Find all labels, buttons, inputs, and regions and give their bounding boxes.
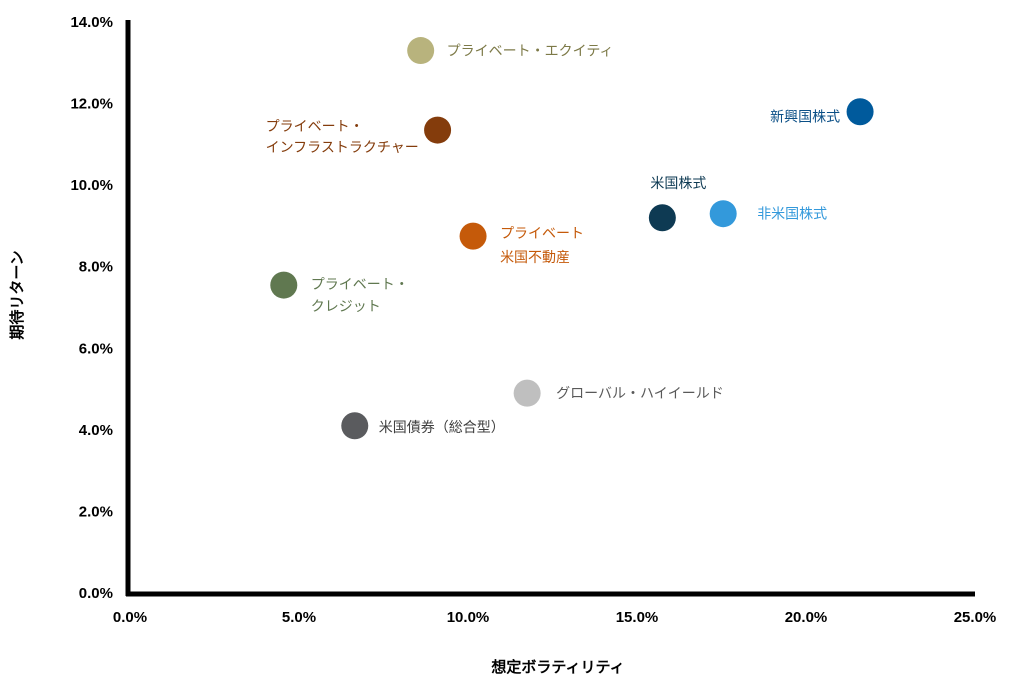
- y-axis-title: 期待リターン: [8, 250, 26, 339]
- data-point-label: プライベート: [500, 226, 584, 242]
- data-point-label: 非米国株式: [757, 207, 827, 223]
- data-point: [270, 271, 298, 299]
- data-point-label: 米国債券（総合型）: [379, 420, 505, 436]
- data-point: [341, 412, 369, 440]
- data-point: [513, 379, 541, 407]
- x-tick-label: 0.0%: [113, 609, 147, 626]
- data-point-group: プライベート・クレジット: [270, 271, 409, 315]
- x-axis-ticks: 0.0% 5.0% 10.0% 15.0% 20.0% 25.0%: [113, 609, 996, 626]
- data-point-group: 非米国株式: [709, 200, 827, 228]
- x-tick-label: 5.0%: [282, 609, 316, 626]
- data-point-label: インフラストラクチャー: [266, 140, 419, 156]
- x-tick-label: 20.0%: [785, 609, 828, 626]
- y-tick-label: 2.0%: [79, 503, 113, 520]
- data-point-label: プライベート・: [266, 119, 364, 135]
- data-points: プライベート・エクイティ新興国株式プライベート・インフラストラクチャー米国株式非…: [266, 37, 874, 440]
- y-axis-ticks: 0.0% 2.0% 4.0% 6.0% 8.0% 10.0% 12.0% 14.0%: [70, 14, 113, 602]
- y-tick-label: 10.0%: [70, 177, 113, 194]
- y-tick-label: 0.0%: [79, 585, 113, 602]
- data-point: [424, 116, 452, 144]
- data-point-group: プライベート・エクイティ: [407, 37, 614, 65]
- data-point-group: 新興国株式: [770, 98, 874, 126]
- x-tick-label: 10.0%: [447, 609, 490, 626]
- data-point: [846, 98, 874, 126]
- data-point-group: グローバル・ハイイールド: [513, 379, 724, 407]
- x-tick-label: 25.0%: [954, 609, 997, 626]
- y-tick-label: 12.0%: [70, 96, 113, 113]
- data-point-label: プライベート・エクイティ: [447, 44, 614, 60]
- data-point: [459, 222, 487, 250]
- x-tick-label: 15.0%: [616, 609, 659, 626]
- data-point-label: グローバル・ハイイールド: [556, 386, 724, 402]
- y-tick-label: 6.0%: [79, 340, 113, 357]
- data-point-label: 米国不動産: [500, 250, 570, 266]
- data-point: [709, 200, 737, 228]
- data-point-label: クレジット: [311, 299, 381, 315]
- data-point-group: プライベート・インフラストラクチャー: [266, 116, 452, 156]
- y-tick-label: 14.0%: [70, 14, 113, 31]
- data-point-group: 米国債券（総合型）: [341, 412, 505, 440]
- data-point: [407, 37, 435, 65]
- data-point-group: 米国株式: [648, 176, 706, 232]
- data-point-label: 米国株式: [650, 176, 706, 192]
- data-point-label: プライベート・: [311, 277, 409, 293]
- x-axis-title: 想定ボラティリティ: [490, 658, 624, 676]
- y-tick-label: 8.0%: [79, 259, 113, 276]
- data-point-label: 新興国株式: [770, 110, 840, 126]
- data-point: [648, 204, 676, 232]
- y-tick-label: 4.0%: [79, 422, 113, 439]
